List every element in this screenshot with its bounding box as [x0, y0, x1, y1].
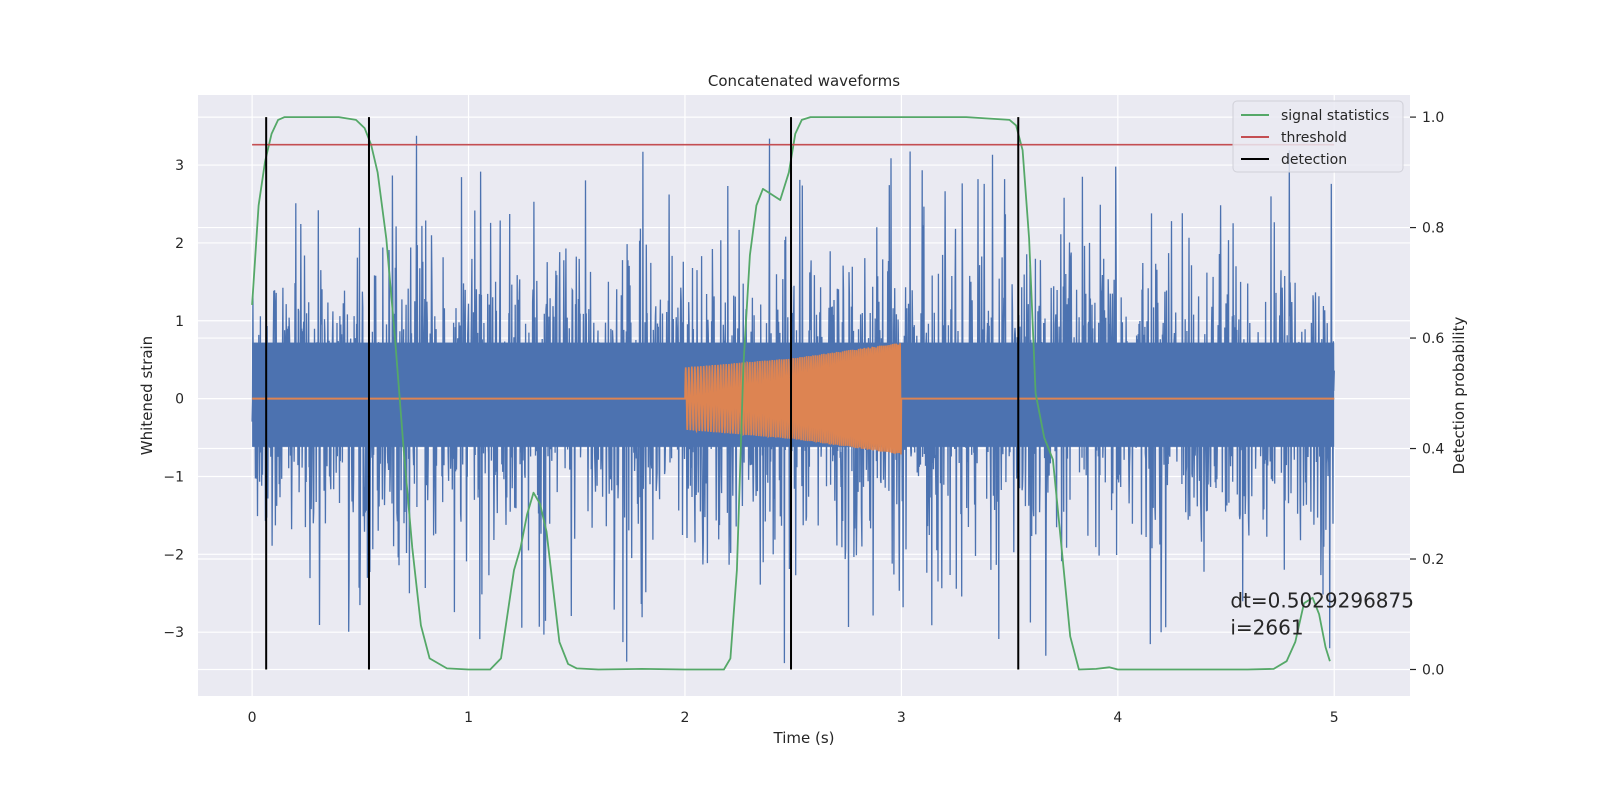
- y-tick-label: −3: [163, 625, 184, 641]
- x-axis-label: Time (s): [773, 729, 835, 747]
- signal-statistics-line: [251, 116, 1331, 671]
- y2-tick-label: 0.0: [1422, 662, 1444, 678]
- chart-title: Concatenated waveforms: [708, 72, 900, 90]
- y-tick-label: 2: [175, 236, 184, 252]
- x-tick-label: 4: [1113, 710, 1122, 726]
- y2-tick-label: 0.2: [1422, 552, 1444, 568]
- y-tick-label: −2: [163, 547, 184, 563]
- y2-tick-label: 0.4: [1422, 442, 1444, 458]
- annotation-text: dt=0.5029296875: [1230, 588, 1414, 612]
- y2-tick-label: 0.8: [1422, 221, 1444, 237]
- x-tick-label: 2: [681, 710, 690, 726]
- annotation-text: i=2661: [1230, 615, 1303, 639]
- waveform-series: [252, 343, 1335, 455]
- y-tick-label: 1: [175, 314, 184, 330]
- overlay-series: [251, 116, 1335, 671]
- legend-entry: detection: [1281, 152, 1347, 168]
- y2-tick-label: 1.0: [1422, 110, 1444, 126]
- legend-box: [1232, 100, 1404, 173]
- y-tick-label: −1: [163, 469, 184, 485]
- legend: signal statistics threshold detection: [1232, 100, 1404, 173]
- x-tick-label: 5: [1330, 710, 1339, 726]
- axes: 0 1 2 3 4 5 −3 −2 −1 0 1 2 3 0.0 0.2 0.4 0.6 0.8 1.0: [163, 110, 1444, 726]
- x-tick-label: 1: [464, 710, 473, 726]
- waveform-line: [684, 343, 903, 455]
- y2-axis-label: Detection probability: [1450, 317, 1468, 475]
- y2-tick-label: 0.6: [1422, 331, 1444, 347]
- y-axis-label: Whitened strain: [138, 336, 156, 455]
- x-tick-label: 0: [248, 710, 257, 726]
- x-tick-label: 3: [897, 710, 906, 726]
- legend-entry: signal statistics: [1281, 108, 1389, 124]
- y-tick-label: 0: [175, 392, 184, 408]
- annotations: dt=0.5029296875 i=2661: [1230, 588, 1414, 639]
- legend-entry: threshold: [1281, 130, 1347, 146]
- y-tick-label: 3: [175, 158, 184, 174]
